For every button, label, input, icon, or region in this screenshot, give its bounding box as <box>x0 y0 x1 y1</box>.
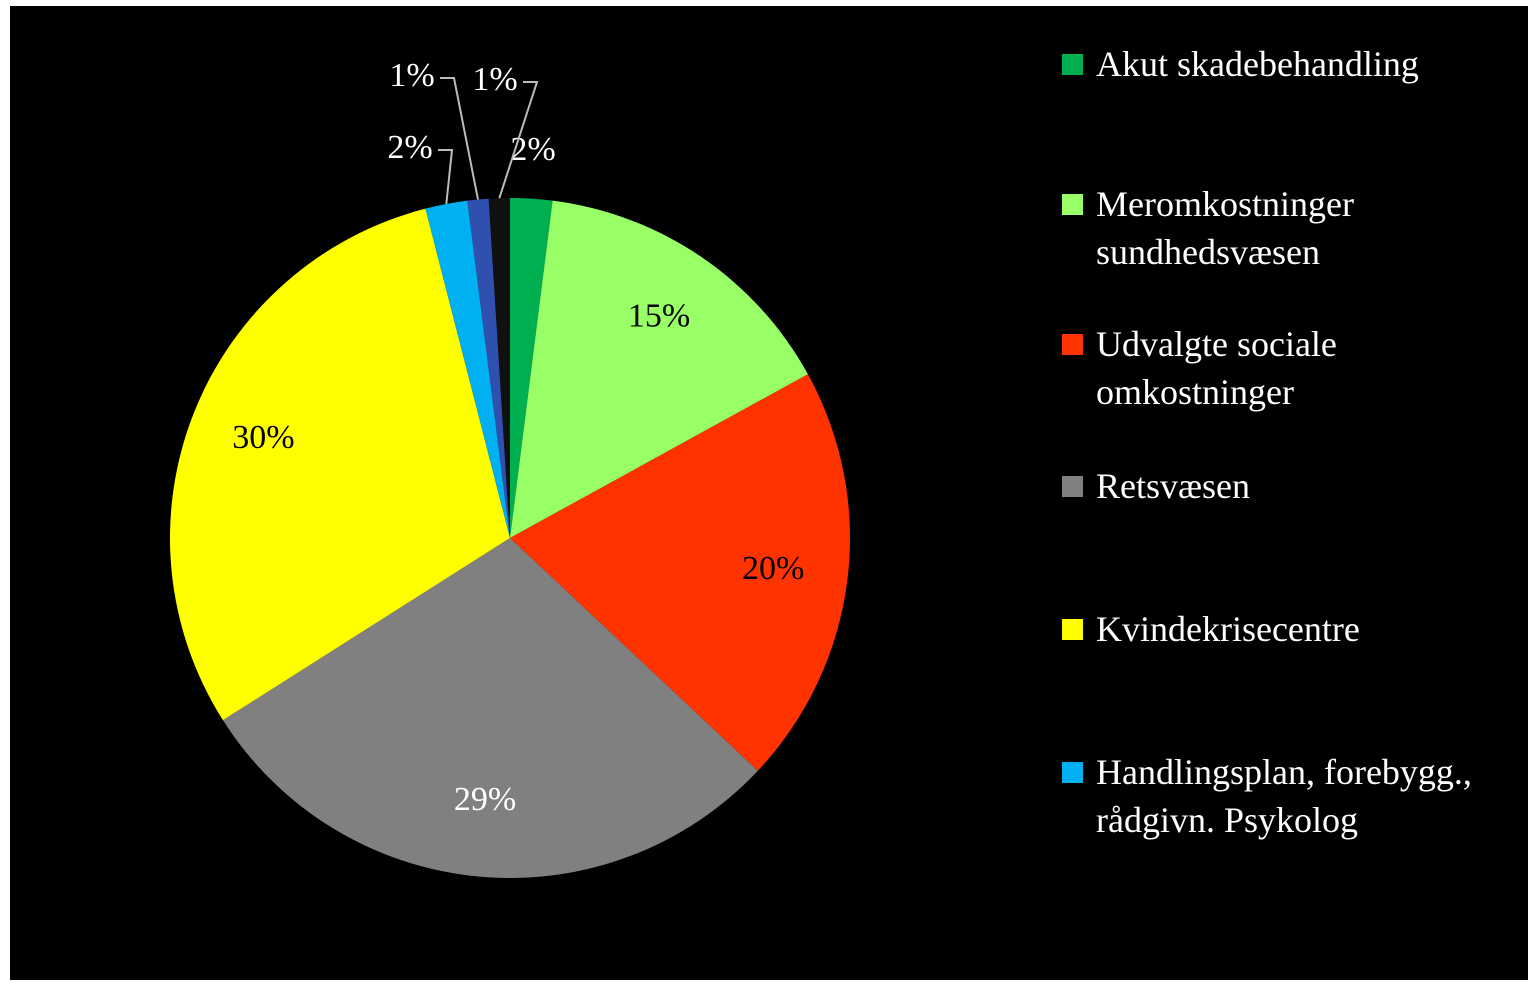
data-label: 15% <box>628 297 690 334</box>
legend-label: Retsvæsen <box>1096 466 1251 506</box>
leader-line <box>440 77 479 200</box>
pie-slice <box>510 200 808 538</box>
legend-label: Handlingsplan, forebygg., rådgivn. Psyko… <box>1096 752 1472 840</box>
legend-swatch <box>1062 334 1083 355</box>
legend-swatch <box>1062 762 1083 783</box>
pie-slice <box>510 198 553 538</box>
legend-label: Udvalgte sociale omkostninger <box>1096 324 1337 412</box>
pie-slice <box>467 198 510 539</box>
data-label: 1% <box>472 61 517 98</box>
legend-label: Kvindekrisecentre <box>1096 609 1360 649</box>
pie-slice <box>488 198 510 538</box>
leader-line <box>498 81 539 199</box>
pie-slice <box>169 208 510 721</box>
pie-slice <box>425 200 510 538</box>
legend-swatch <box>1062 476 1083 497</box>
data-label: 1% <box>389 57 434 94</box>
pie-slice <box>510 374 850 771</box>
pie-slice <box>222 538 758 878</box>
data-label: 29% <box>454 781 516 818</box>
leader-line <box>438 149 454 205</box>
data-label: 2% <box>387 129 432 166</box>
data-label: 20% <box>742 550 804 587</box>
legend-label: Akut skadebehandling <box>1096 44 1419 84</box>
legend-swatch <box>1062 54 1083 75</box>
legend-swatch <box>1062 619 1083 640</box>
legend-swatch <box>1062 194 1083 215</box>
data-label: 30% <box>232 419 294 456</box>
legend-label: Meromkostninger sundhedsvæsen <box>1096 184 1354 272</box>
data-label: 2% <box>510 131 555 168</box>
